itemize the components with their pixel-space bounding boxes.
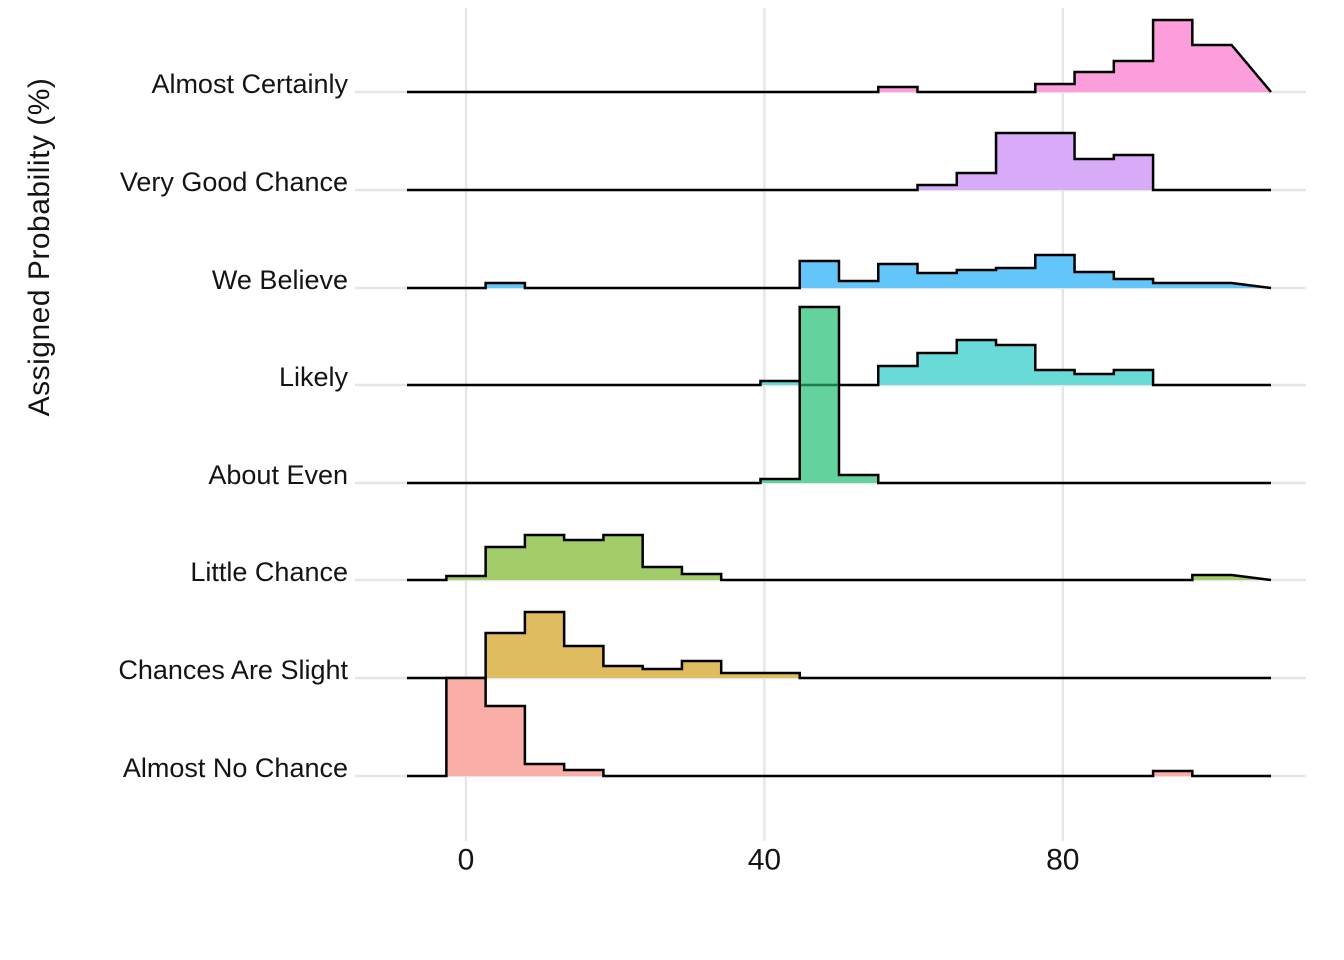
ridge-fill-little-chance xyxy=(407,535,1271,580)
ridge-outline-little-chance xyxy=(407,533,1272,582)
ridge-outline-we-believe xyxy=(407,253,1272,290)
ridge-fill-we-believe xyxy=(407,255,1271,288)
row-label-little-chance: Little Chance xyxy=(190,557,348,587)
ridge-outline-almost-no-chance xyxy=(407,676,1271,778)
ridge-outline-almost-certainly xyxy=(407,18,1272,94)
x-tick-label-40: 40 xyxy=(748,844,781,877)
ridge-outline-about-even xyxy=(407,305,1271,485)
row-label-likely: Likely xyxy=(279,362,349,392)
ridge-fill-very-good-chance xyxy=(407,133,1271,190)
y-axis-title: Assigned Probability (%) xyxy=(23,77,56,417)
row-label-chances-are-slight: Chances Are Slight xyxy=(118,655,348,685)
ridge-outline-likely xyxy=(407,338,1271,387)
row-label-we-believe: We Believe xyxy=(212,265,348,295)
row-label-very-good-chance: Very Good Chance xyxy=(120,167,348,197)
ridge-outline-chances-are-slight xyxy=(407,610,1271,680)
x-tick-label-80: 80 xyxy=(1046,844,1079,877)
ridge-fill-chances-are-slight xyxy=(407,612,1271,678)
ridge-fill-likely xyxy=(407,340,1271,385)
ridge-fill-almost-certainly xyxy=(407,20,1271,92)
x-tick-label-0: 0 xyxy=(458,844,475,877)
ridge-fill-almost-no-chance xyxy=(407,678,1271,776)
row-label-almost-certainly: Almost Certainly xyxy=(151,69,348,99)
row-label-almost-no-chance: Almost No Chance xyxy=(123,753,348,783)
ridge-outline-very-good-chance xyxy=(407,131,1271,192)
row-label-about-even: About Even xyxy=(208,460,348,490)
